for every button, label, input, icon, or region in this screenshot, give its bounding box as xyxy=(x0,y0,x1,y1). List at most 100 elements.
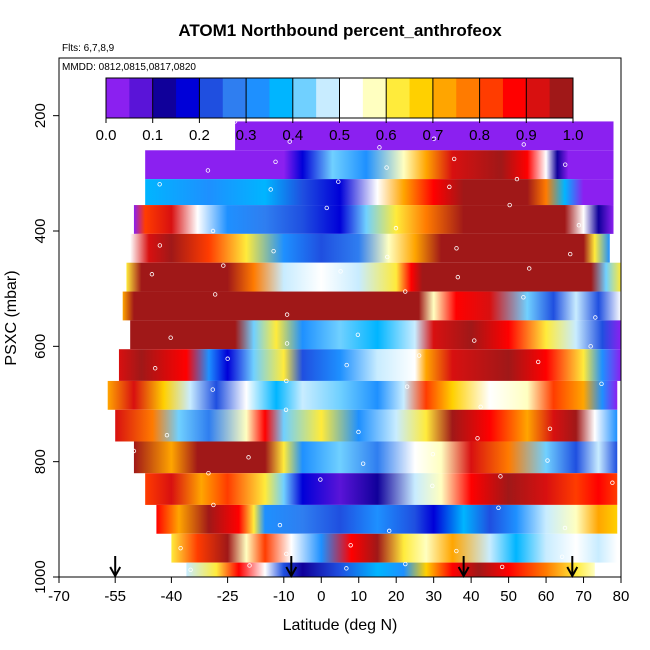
sample-point xyxy=(576,223,582,228)
x-tick-label: -70 xyxy=(48,588,70,605)
colorbar-tick-label: 0.1 xyxy=(142,127,163,144)
sample-point xyxy=(247,563,252,568)
sample-point xyxy=(498,474,503,479)
sample-point xyxy=(431,136,437,141)
heatmap-band xyxy=(118,349,622,381)
x-tick-label: 40 xyxy=(463,588,480,605)
colorbar-tick-label: 0.3 xyxy=(236,127,257,144)
sample-point xyxy=(287,139,292,144)
sample-point xyxy=(178,545,183,551)
x-tick-label: 10 xyxy=(350,588,367,605)
x-tick-label: -40 xyxy=(161,588,183,605)
heatmap-band xyxy=(107,380,618,410)
colorbar-swatch xyxy=(222,78,247,118)
sample-point xyxy=(284,341,290,346)
flight-arrow-head xyxy=(109,566,122,579)
sample-point xyxy=(283,407,289,412)
heatmap-band xyxy=(126,262,621,292)
sample-point xyxy=(268,187,273,192)
heatmap-band xyxy=(133,205,614,234)
sample-point xyxy=(593,315,598,320)
sample-point xyxy=(599,381,604,387)
sample-point xyxy=(206,471,211,476)
colorbar-tick-label: 0.2 xyxy=(189,127,210,144)
sample-point xyxy=(562,525,568,531)
sample-point xyxy=(149,272,155,277)
mmdd-note: MMDD: 0812,0815,0817,0820 xyxy=(62,62,196,73)
y-tick-label: 200 xyxy=(32,103,49,128)
colorbar-swatch xyxy=(479,78,504,118)
sample-point xyxy=(430,483,435,489)
colorbar-swatch xyxy=(199,78,224,118)
sample-point xyxy=(403,561,408,567)
colorbar: 0.0 0.1 0.2 0.3 0.4 0.5 0.6 0.7 0.8 0.9 1.0 xyxy=(96,77,584,144)
flight-arrow-head xyxy=(285,566,298,579)
sample-point xyxy=(475,436,480,441)
sample-point xyxy=(277,522,283,528)
sample-point xyxy=(348,543,353,548)
flight-arrow-head xyxy=(566,566,579,579)
x-tick-label: -25 xyxy=(217,588,239,605)
sample-point xyxy=(211,502,216,508)
x-tick-label: 0 xyxy=(317,588,325,605)
sample-point xyxy=(344,566,349,571)
x-tick-label: 30 xyxy=(425,588,442,605)
colorbar-swatch xyxy=(176,78,200,118)
sample-point xyxy=(455,274,461,280)
heatmap-band xyxy=(145,179,614,206)
colorbar-tick-label: 1.0 xyxy=(563,127,584,144)
sample-point xyxy=(507,202,512,208)
colorbar-swatch xyxy=(339,78,364,118)
colorbar-swatch xyxy=(456,78,481,118)
colorbar-tick-label: 0.0 xyxy=(96,127,117,144)
colorbar-swatch xyxy=(106,78,130,118)
sample-point xyxy=(318,477,323,482)
y-tick-label: 800 xyxy=(32,449,49,474)
colorbar-swatch xyxy=(152,78,177,118)
sample-point xyxy=(324,205,329,211)
sample-point xyxy=(547,426,553,431)
sample-point xyxy=(535,359,541,365)
sample-point xyxy=(210,228,216,234)
x-tick-label: 50 xyxy=(500,588,517,605)
x-tick-label: 60 xyxy=(538,588,555,605)
colorbar-tick-label: 0.9 xyxy=(516,127,537,144)
sample-point xyxy=(356,429,361,435)
heatmap-band xyxy=(145,150,614,180)
colorbar-frame xyxy=(105,77,574,119)
y-tick-label: 600 xyxy=(32,334,49,359)
colorbar-swatch xyxy=(432,78,457,118)
sample-point xyxy=(393,225,399,231)
sample-point xyxy=(273,159,278,164)
sample-point xyxy=(545,458,550,463)
sample-point xyxy=(416,353,422,358)
sample-point xyxy=(284,551,289,557)
y-axis-title: PSXC (mbar) xyxy=(3,270,20,365)
colorbar-swatch xyxy=(409,78,434,118)
colorbar-swatch xyxy=(362,78,387,118)
chart-title: ATOM1 Northbound percent_anthrofeox xyxy=(178,21,502,40)
sample-point xyxy=(403,289,408,294)
sample-point xyxy=(514,176,520,182)
colorbar-swatch xyxy=(549,78,574,118)
colorbar-tick-label: 0.6 xyxy=(376,127,397,144)
colorbar-tick-label: 0.8 xyxy=(469,127,490,144)
y-tick-label: 400 xyxy=(32,218,49,243)
heatmap-bands xyxy=(107,121,622,577)
colorbar-tick-label: 0.5 xyxy=(329,127,350,144)
colorbar-swatch xyxy=(526,78,551,118)
plot-frame xyxy=(58,57,622,578)
x-tick-label: 70 xyxy=(575,588,592,605)
flight-arrow-head xyxy=(457,566,470,579)
colorbar-swatch xyxy=(386,78,411,118)
colorbar-swatch xyxy=(269,78,294,118)
x-tick-label: 80 xyxy=(613,588,630,605)
colorbar-swatch xyxy=(246,78,270,118)
sample-point xyxy=(385,254,390,260)
sample-point xyxy=(246,455,251,460)
sample-point xyxy=(610,480,615,485)
sample-point xyxy=(152,366,158,371)
sample-point xyxy=(588,344,593,349)
sample-point xyxy=(454,548,459,554)
sample-point xyxy=(527,266,532,271)
